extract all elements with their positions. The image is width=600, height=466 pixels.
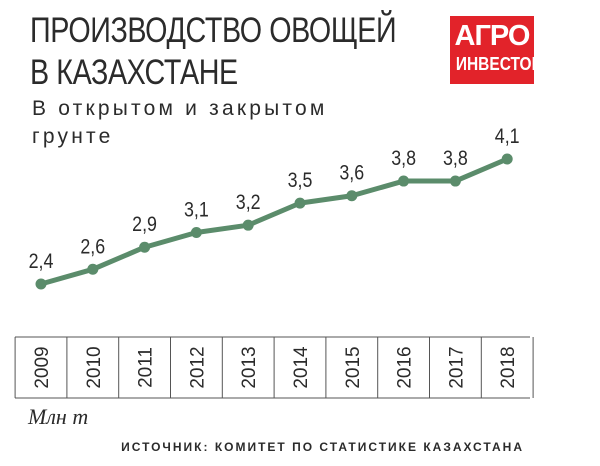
x-tick-label: 2011 bbox=[136, 347, 157, 388]
data-label: 4,1 bbox=[495, 125, 520, 149]
data-point bbox=[294, 197, 306, 209]
chart-subtitle: В открытом и закрытом грунте bbox=[32, 97, 328, 148]
x-tick-label: 2018 bbox=[498, 346, 519, 388]
data-point bbox=[242, 219, 254, 231]
x-tick-label: 2017 bbox=[446, 346, 467, 388]
agroinvestor-logo: АГРО ИНВЕСТОР bbox=[450, 16, 542, 84]
logo-line-2: ИНВЕСТОР bbox=[455, 54, 542, 74]
x-tick-label: 2015 bbox=[343, 346, 364, 388]
data-point bbox=[398, 175, 410, 187]
data-label: 2,4 bbox=[29, 250, 54, 274]
x-tick-label: 2016 bbox=[395, 346, 416, 388]
x-tick-label: 2013 bbox=[239, 346, 260, 388]
unit-label: Млн т bbox=[28, 404, 89, 429]
data-point bbox=[139, 241, 151, 253]
x-tick-label: 2014 bbox=[291, 346, 312, 389]
data-point bbox=[190, 227, 202, 239]
data-label: 2,9 bbox=[132, 213, 157, 237]
data-point bbox=[449, 175, 461, 187]
data-point bbox=[87, 263, 99, 275]
series-line bbox=[38, 156, 510, 287]
source-note: ИСТОЧНИК: КОМИТЕТ ПО СТАТИСТИКЕ КАЗАХСТА… bbox=[121, 440, 524, 454]
x-tick-label: 2012 bbox=[187, 346, 208, 388]
data-point bbox=[35, 278, 47, 290]
x-tick-label: 2010 bbox=[84, 346, 105, 388]
data-label: 3,2 bbox=[236, 191, 261, 215]
title-line-1: ПРОИЗВОДСТВО ОВОЩЕЙ bbox=[30, 11, 397, 50]
logo-line-1: АГРО bbox=[454, 20, 531, 52]
data-label: 2,6 bbox=[80, 235, 105, 259]
chart-title: ПРОИЗВОДСТВО ОВОЩЕЙ В КАЗАХСТАНЕ bbox=[30, 10, 397, 94]
title-line-2: В КАЗАХСТАНЕ bbox=[30, 53, 238, 92]
data-label: 3,5 bbox=[288, 169, 313, 193]
data-label: 3,6 bbox=[339, 161, 364, 185]
data-label: 3,8 bbox=[443, 147, 468, 171]
data-point bbox=[501, 153, 513, 165]
x-tick-label: 2009 bbox=[32, 346, 53, 388]
data-point bbox=[346, 190, 358, 202]
data-label: 3,8 bbox=[391, 147, 416, 171]
data-label: 3,1 bbox=[184, 198, 209, 222]
